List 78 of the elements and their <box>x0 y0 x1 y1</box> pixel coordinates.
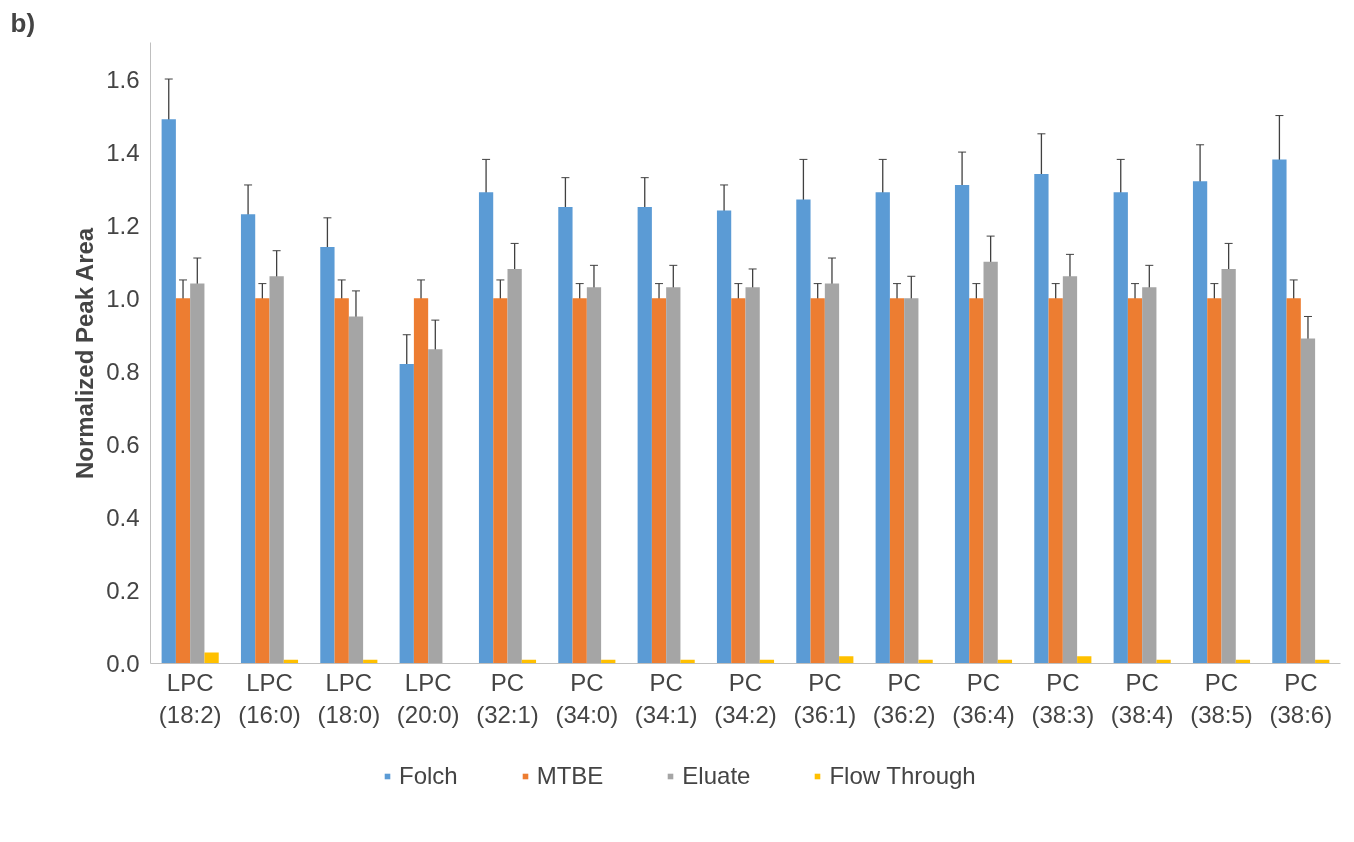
x-tick-label: PC (36:4) <box>952 668 1015 728</box>
bar <box>1062 276 1078 664</box>
x-tick-label: LPC (16:0) <box>238 668 301 728</box>
x-tick-label: PC (38:5) <box>1190 668 1253 728</box>
text: b) <box>10 7 36 38</box>
legend-label: Folch <box>399 762 458 790</box>
x-tick-label: PC (34:1) <box>634 668 698 728</box>
y-tick-label: 0.2 <box>106 576 140 604</box>
legend-label: Flow Through <box>829 762 976 790</box>
x-tick-label: PC (36:1) <box>793 668 857 728</box>
bar <box>334 298 349 664</box>
y-axis-title: Normalized Peak Area <box>71 227 99 480</box>
bar <box>255 298 270 664</box>
bar <box>889 298 905 664</box>
x-tick-label: LPC (18:2) <box>158 668 222 728</box>
bar <box>1048 298 1063 664</box>
bar <box>716 210 732 664</box>
bar <box>558 206 573 664</box>
bar <box>175 298 191 664</box>
y-tick-label: 1.4 <box>106 138 140 166</box>
bar <box>1077 656 1092 664</box>
bar <box>240 214 256 664</box>
bar <box>320 247 335 664</box>
y-tick-label: 1.2 <box>106 211 140 239</box>
y-tick-label: 0.8 <box>106 357 140 385</box>
bar <box>190 283 205 664</box>
x-tick-label: LPC (18:0) <box>317 668 381 728</box>
x-tick-label: PC (38:3) <box>1031 668 1095 728</box>
bar <box>1272 159 1287 664</box>
bar <box>204 652 219 664</box>
bar <box>1221 268 1236 664</box>
bar <box>413 298 429 664</box>
bar <box>161 119 176 664</box>
bar <box>796 199 811 664</box>
bar <box>348 316 364 664</box>
bar <box>1300 338 1316 664</box>
x-tick-label: PC (38:4) <box>1110 668 1174 728</box>
bar <box>875 192 890 664</box>
bar <box>810 298 825 664</box>
bar <box>1286 298 1301 664</box>
bar <box>666 287 681 664</box>
x-tick-label: LPC (20:0) <box>396 668 460 728</box>
bar <box>1142 287 1157 664</box>
y-tick-label: 1.0 <box>106 284 140 312</box>
bar <box>478 192 494 664</box>
y-tick-label: 0.0 <box>106 650 140 677</box>
bar <box>983 261 998 664</box>
bar <box>493 298 508 664</box>
bar <box>651 298 667 664</box>
x-tick-label: PC (34:2) <box>714 668 777 728</box>
bar <box>1192 181 1208 664</box>
y-tick-label: 1.6 <box>106 65 140 93</box>
legend-label: MTBE <box>536 762 604 790</box>
bar <box>572 298 587 664</box>
bar <box>1127 298 1143 664</box>
bar <box>839 656 854 664</box>
bar <box>428 349 443 664</box>
bar <box>637 206 652 664</box>
bar <box>586 287 602 664</box>
bar <box>1113 192 1128 664</box>
bar <box>399 363 414 664</box>
bar <box>1034 174 1049 664</box>
x-tick-label: PC (38:6) <box>1269 668 1333 728</box>
bar <box>1207 298 1222 664</box>
bar <box>269 276 284 664</box>
x-tick-label: PC (34:0) <box>555 668 619 728</box>
x-tick-label: PC (32:1) <box>476 668 539 728</box>
bar <box>745 287 760 664</box>
bar <box>824 283 840 664</box>
legend-label: Eluate <box>682 762 751 790</box>
y-tick-label: 0.6 <box>106 430 140 458</box>
y-tick-label: 0.4 <box>106 503 140 531</box>
bar <box>969 298 984 664</box>
bar <box>904 298 919 664</box>
x-tick-label: PC (36:2) <box>872 668 936 728</box>
bar <box>507 268 522 664</box>
bar <box>954 184 970 664</box>
bar <box>731 298 746 664</box>
